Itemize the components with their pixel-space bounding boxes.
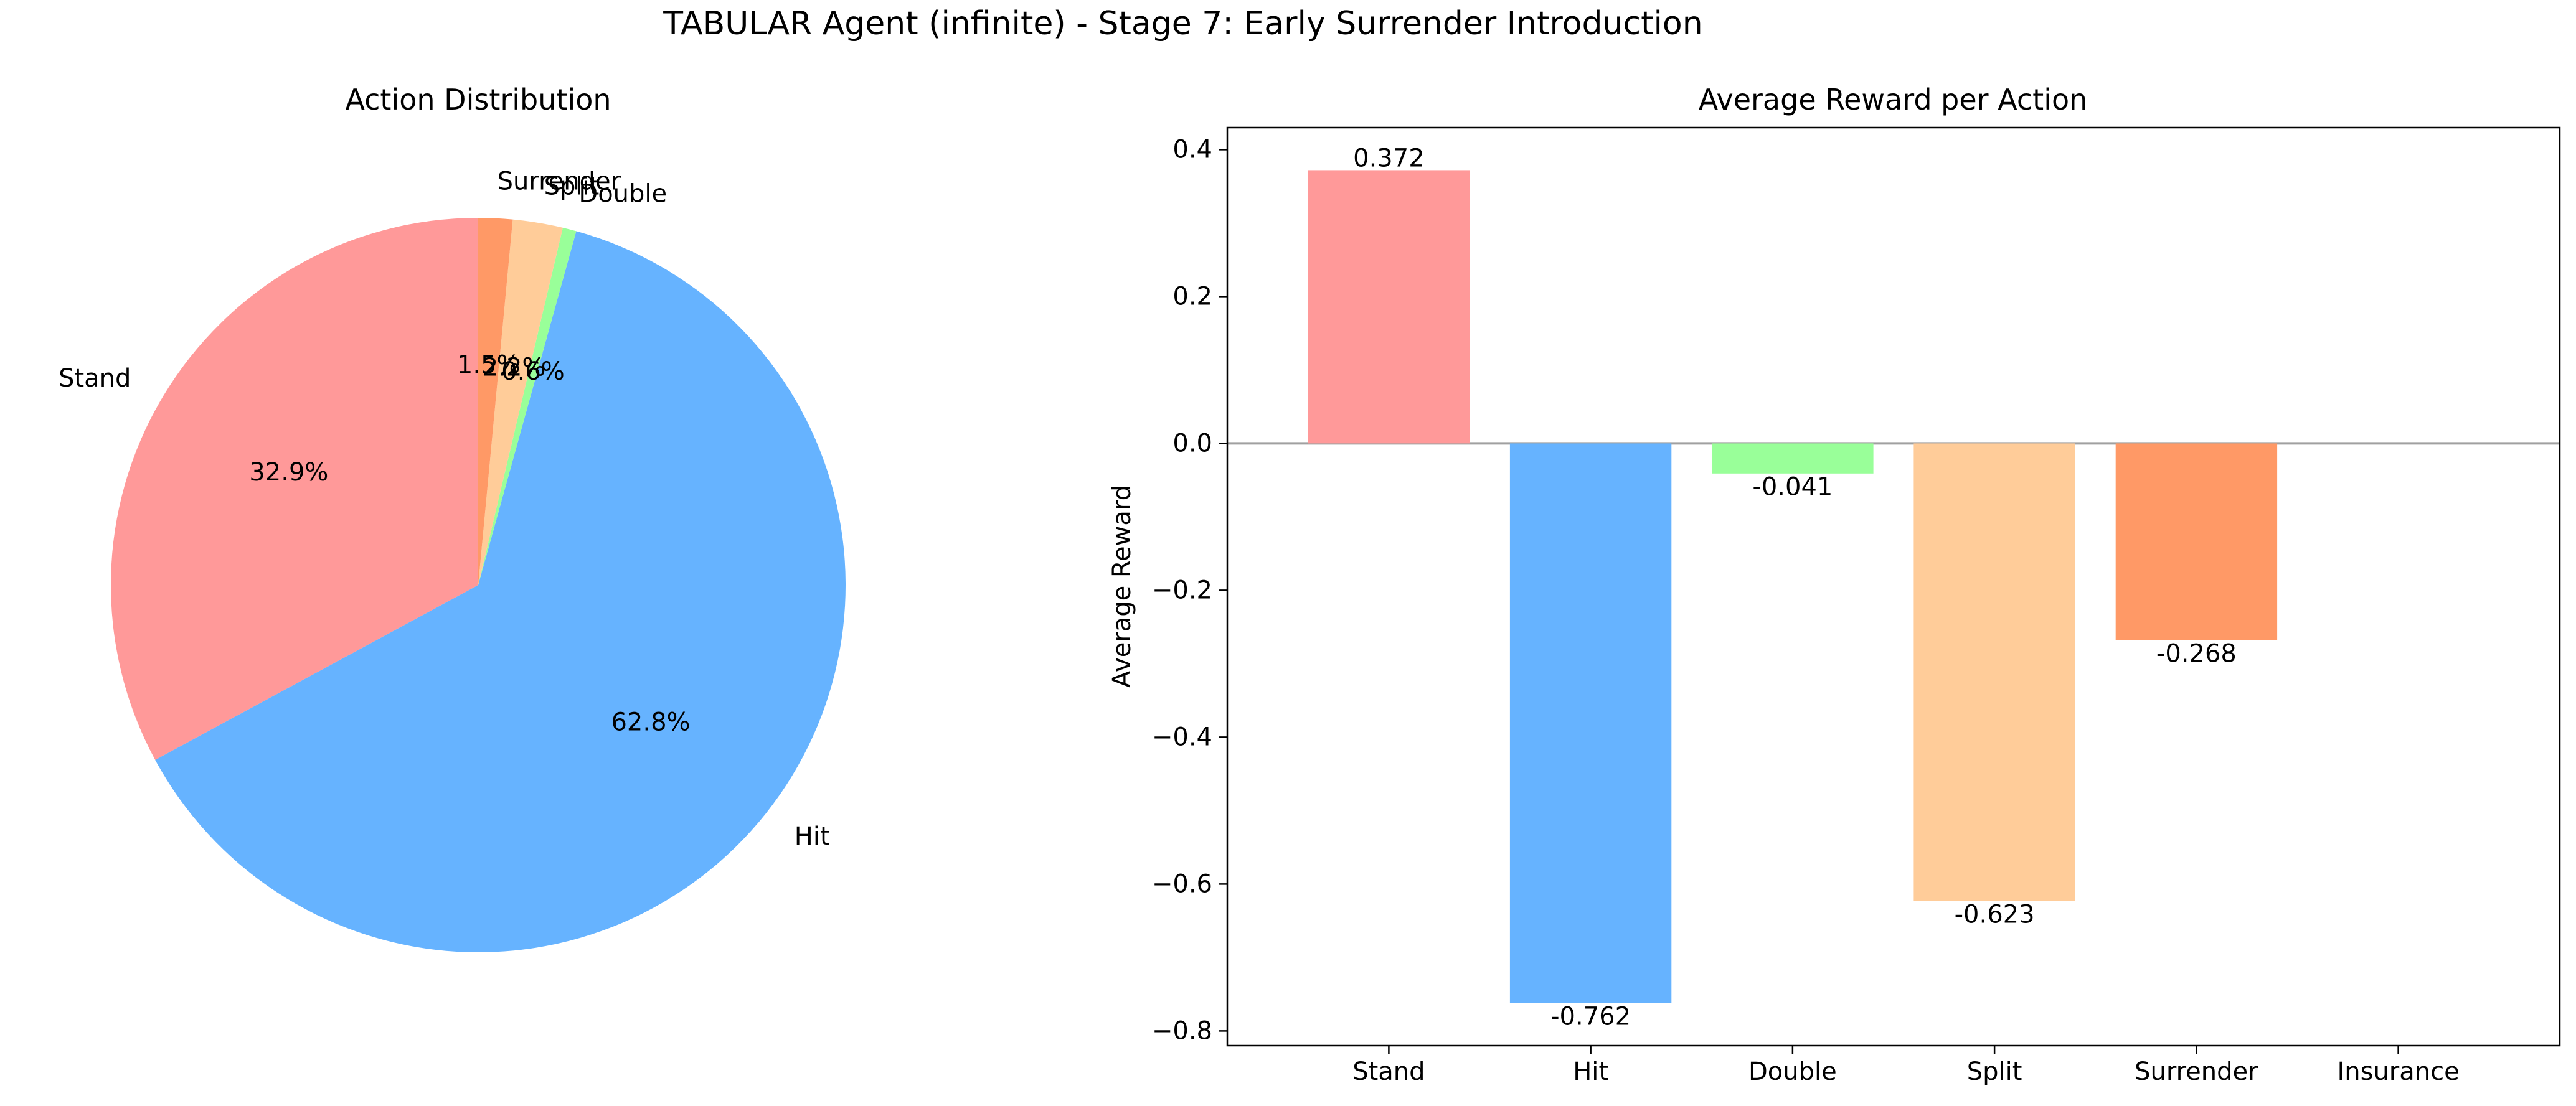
pie-label-surrender: Surrender [498, 167, 621, 196]
x-tick-label-split: Split [1967, 1057, 2022, 1086]
bar-stand [1308, 170, 1470, 444]
bars [1308, 170, 2278, 1003]
y-axis-label: Average Reward [1108, 485, 1136, 688]
plot-frame [1226, 126, 2561, 1047]
pie-slice-double [478, 227, 577, 585]
pie-pct-label-stand: 32.9% [249, 458, 328, 487]
y-tick-label: 0.0 [1172, 429, 1212, 457]
y-tick-label: 0.2 [1172, 282, 1212, 311]
pie-pct-label-hit: 62.8% [611, 708, 690, 737]
bar-value-label-stand: 0.372 [1353, 144, 1425, 172]
y-tick-label: −0.2 [1152, 576, 1212, 604]
bar-double [1712, 443, 1874, 474]
pie-slice-stand [110, 217, 478, 760]
y-tick-label: −0.6 [1152, 869, 1212, 898]
pie-pct-label-split: 2.2% [483, 354, 546, 382]
pie-slice-hit [155, 231, 846, 952]
bar-value-label-hit: -0.762 [1550, 1002, 1631, 1031]
bar-chart: Average Reward per Action 0.372 -0.762 -0.… [1108, 83, 2561, 1086]
bar-value-label-double: -0.041 [1752, 473, 1833, 502]
bar-hit [1509, 443, 1672, 1003]
bar-value-label-surrender: -0.268 [2156, 639, 2237, 668]
pie-pct-label-double: 0.6% [501, 357, 565, 386]
pie-chart-title: Action Distribution [345, 83, 611, 116]
x-tick-label-hit: Hit [1573, 1057, 1608, 1086]
pie-chart: Action Distribution Stand 32.9% Hit 62.8% Do… [59, 83, 846, 952]
y-tick-label: −0.4 [1152, 723, 1212, 751]
pie-slice-surrender [478, 218, 513, 585]
bar-split [1913, 443, 2075, 901]
figure-title: TABULAR Agent (infinite) - Stage 7: Earl… [663, 5, 1702, 42]
pie-label-double: Double [578, 179, 667, 208]
bar-value-label-split: -0.623 [1955, 900, 2035, 929]
x-tick-label-insurance: Insurance [2337, 1057, 2459, 1086]
bar-value-labels: 0.372 -0.762 -0.041 -0.623 -0.268 [1353, 144, 2237, 1031]
pie-slices [110, 217, 846, 952]
pie-labels: Stand 32.9% Hit 62.8% Double 0.6% Split 2.2% Sur… [59, 167, 830, 851]
pie-label-split: Split [544, 172, 600, 201]
x-axis-ticks: Stand Hit Double Split Surrender Insurance [1352, 1046, 2460, 1086]
y-axis-ticks: 0.4 0.2 0.0 −0.2 −0.4 −0.6 −0.8 [1152, 135, 1227, 1045]
bar-surrender [2115, 443, 2278, 640]
pie-label-stand: Stand [59, 364, 131, 393]
x-tick-label-stand: Stand [1352, 1057, 1425, 1086]
pie-slice-split [478, 219, 563, 585]
y-tick-label: −0.8 [1152, 1016, 1212, 1045]
x-tick-label-double: Double [1748, 1057, 1837, 1086]
pie-label-hit: Hit [795, 822, 830, 851]
y-tick-label: 0.4 [1172, 135, 1212, 164]
x-tick-label-surrender: Surrender [2135, 1057, 2258, 1086]
pie-pct-label-surrender: 1.5% [457, 350, 521, 379]
bar-chart-title: Average Reward per Action [1699, 83, 2088, 116]
